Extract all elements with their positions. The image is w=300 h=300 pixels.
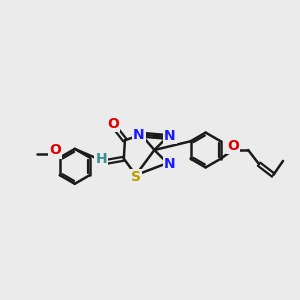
Text: O: O [227, 139, 239, 153]
Text: H: H [95, 152, 107, 166]
Text: N: N [133, 128, 145, 142]
Text: O: O [49, 143, 61, 158]
Text: O: O [107, 117, 119, 131]
Text: S: S [131, 170, 141, 184]
Text: N: N [164, 157, 176, 171]
Text: N: N [164, 129, 176, 143]
